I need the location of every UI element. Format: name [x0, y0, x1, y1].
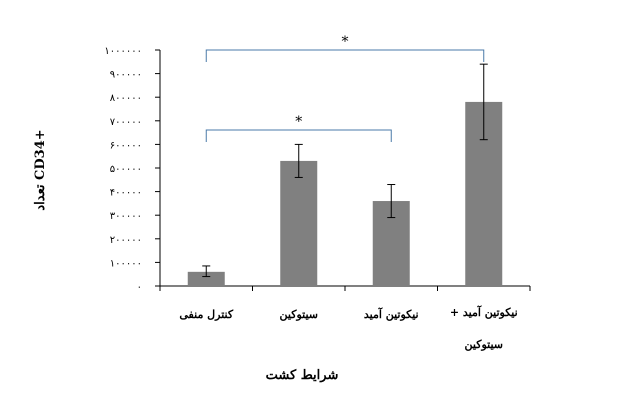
significance-star: *	[295, 114, 302, 130]
y-tick-label: ۷۰۰۰۰۰	[110, 117, 142, 128]
category-label: سیتوکین	[280, 308, 318, 321]
y-tick-label: ۳۰۰۰۰۰	[110, 211, 142, 222]
x-axis-title: شرایط کشت	[266, 368, 339, 383]
y-tick-label: ۴۰۰۰۰۰	[110, 188, 142, 199]
y-tick-label: ۱۰۰۰۰۰۰	[104, 46, 142, 57]
y-tick-label: ۰	[137, 282, 142, 293]
y-tick-label: ۶۰۰۰۰۰	[110, 140, 142, 151]
y-axis-title: تعداد CD34+	[33, 129, 48, 210]
significance-brackets: **	[205, 34, 485, 142]
y-tick-label: ۸۰۰۰۰۰	[110, 93, 142, 104]
bar	[280, 160, 318, 286]
bar	[187, 271, 225, 286]
category-label: نیکوتین آمید	[364, 307, 419, 321]
significance-star: *	[342, 34, 349, 50]
y-tick-label: ۵۰۰۰۰۰	[110, 164, 142, 175]
category-label-line2: سیتوکین	[465, 338, 503, 351]
y-tick-label: ۱۰۰۰۰۰	[110, 258, 142, 269]
significance-bracket	[205, 49, 485, 62]
y-tick-label: ۲۰۰۰۰۰	[110, 235, 142, 246]
labels: کنترل منفی سیتوکین نیکوتین آمید نیکوتین آمی…	[179, 305, 517, 351]
category-label: کنترل منفی	[179, 308, 233, 321]
error-bars	[202, 63, 488, 278]
category-label: نیکوتین آمید +	[450, 305, 518, 319]
significance-bracket	[205, 129, 392, 142]
y-tick-label: ۹۰۰۰۰۰	[110, 70, 142, 81]
